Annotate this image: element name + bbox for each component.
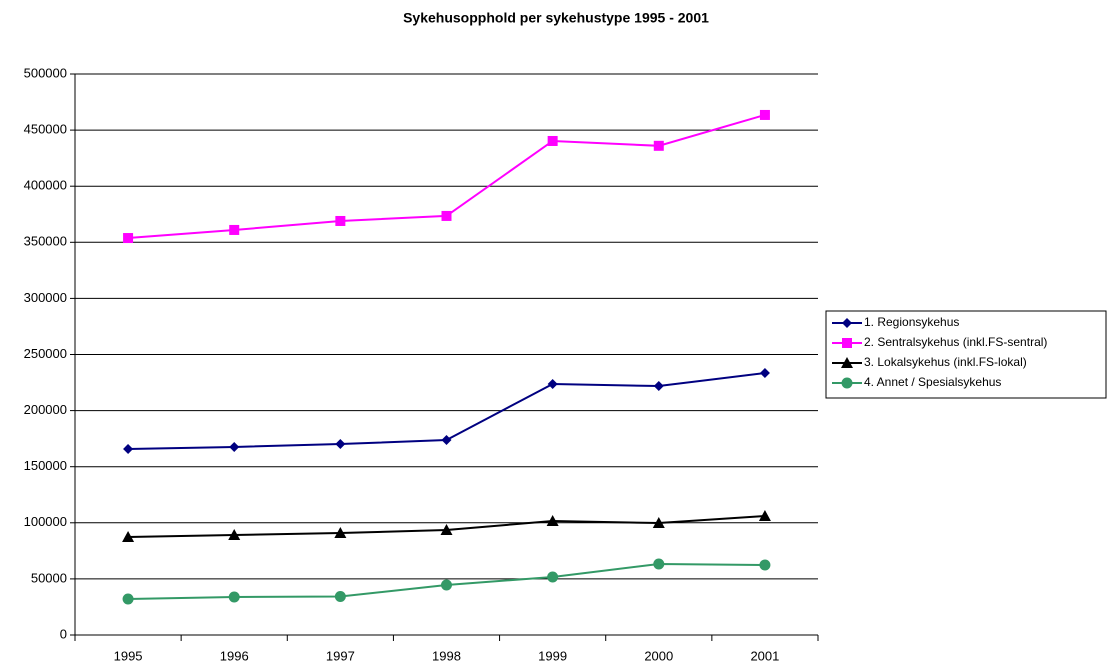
legend-label: 2. Sentralsykehus (inkl.FS-sentral) — [864, 335, 1047, 349]
y-tick-label: 0 — [60, 626, 67, 641]
marker — [841, 377, 853, 389]
marker — [547, 379, 558, 390]
x-tick-label: 1996 — [220, 648, 249, 663]
marker — [653, 140, 664, 151]
marker — [335, 215, 346, 226]
legend-label: 3. Lokalsykehus (inkl.FS-lokal) — [864, 355, 1027, 369]
marker — [440, 523, 453, 535]
y-tick-label: 400000 — [24, 178, 67, 193]
marker — [228, 529, 241, 541]
marker — [229, 224, 240, 235]
y-tick-label: 50000 — [31, 570, 67, 585]
y-tick-label: 200000 — [24, 402, 67, 417]
marker — [653, 558, 665, 570]
marker — [652, 517, 665, 529]
marker — [123, 233, 134, 244]
marker — [228, 591, 240, 603]
marker — [229, 441, 240, 452]
y-tick-label: 250000 — [24, 346, 67, 361]
marker — [842, 318, 852, 328]
marker — [334, 591, 346, 603]
y-tick-label: 300000 — [24, 290, 67, 305]
y-tick-label: 350000 — [24, 234, 67, 249]
marker — [441, 579, 452, 591]
x-tick-label: 1998 — [432, 648, 461, 663]
x-tick-label: 1997 — [326, 648, 355, 663]
marker — [547, 571, 559, 583]
marker — [441, 434, 452, 445]
x-tick-label: 2000 — [644, 648, 673, 663]
legend-label: 1. Regionsykehus — [864, 315, 959, 329]
chart-title: Sykehusopphold per sykehustype 1995 - 20… — [403, 10, 709, 26]
marker — [842, 338, 852, 348]
x-tick-label: 1995 — [114, 648, 143, 663]
marker — [759, 368, 770, 379]
x-tick-label: 2001 — [750, 648, 779, 663]
y-tick-label: 100000 — [24, 514, 67, 529]
marker — [841, 357, 853, 368]
y-tick-label: 150000 — [24, 458, 67, 473]
marker — [547, 135, 558, 146]
y-tick-label: 500000 — [24, 65, 67, 80]
x-tick-label: 1999 — [538, 648, 567, 663]
marker — [759, 559, 771, 571]
marker — [122, 531, 135, 543]
marker — [546, 515, 559, 527]
legend-label: 4. Annet / Spesialsykehus — [864, 375, 1001, 389]
marker — [758, 509, 771, 521]
marker — [122, 593, 134, 605]
marker — [123, 443, 134, 454]
y-tick-label: 450000 — [24, 122, 67, 137]
marker — [335, 439, 346, 450]
marker — [759, 109, 770, 120]
marker — [653, 381, 664, 392]
marker — [334, 527, 347, 539]
legend-box — [825, 310, 1107, 399]
marker — [441, 210, 452, 221]
